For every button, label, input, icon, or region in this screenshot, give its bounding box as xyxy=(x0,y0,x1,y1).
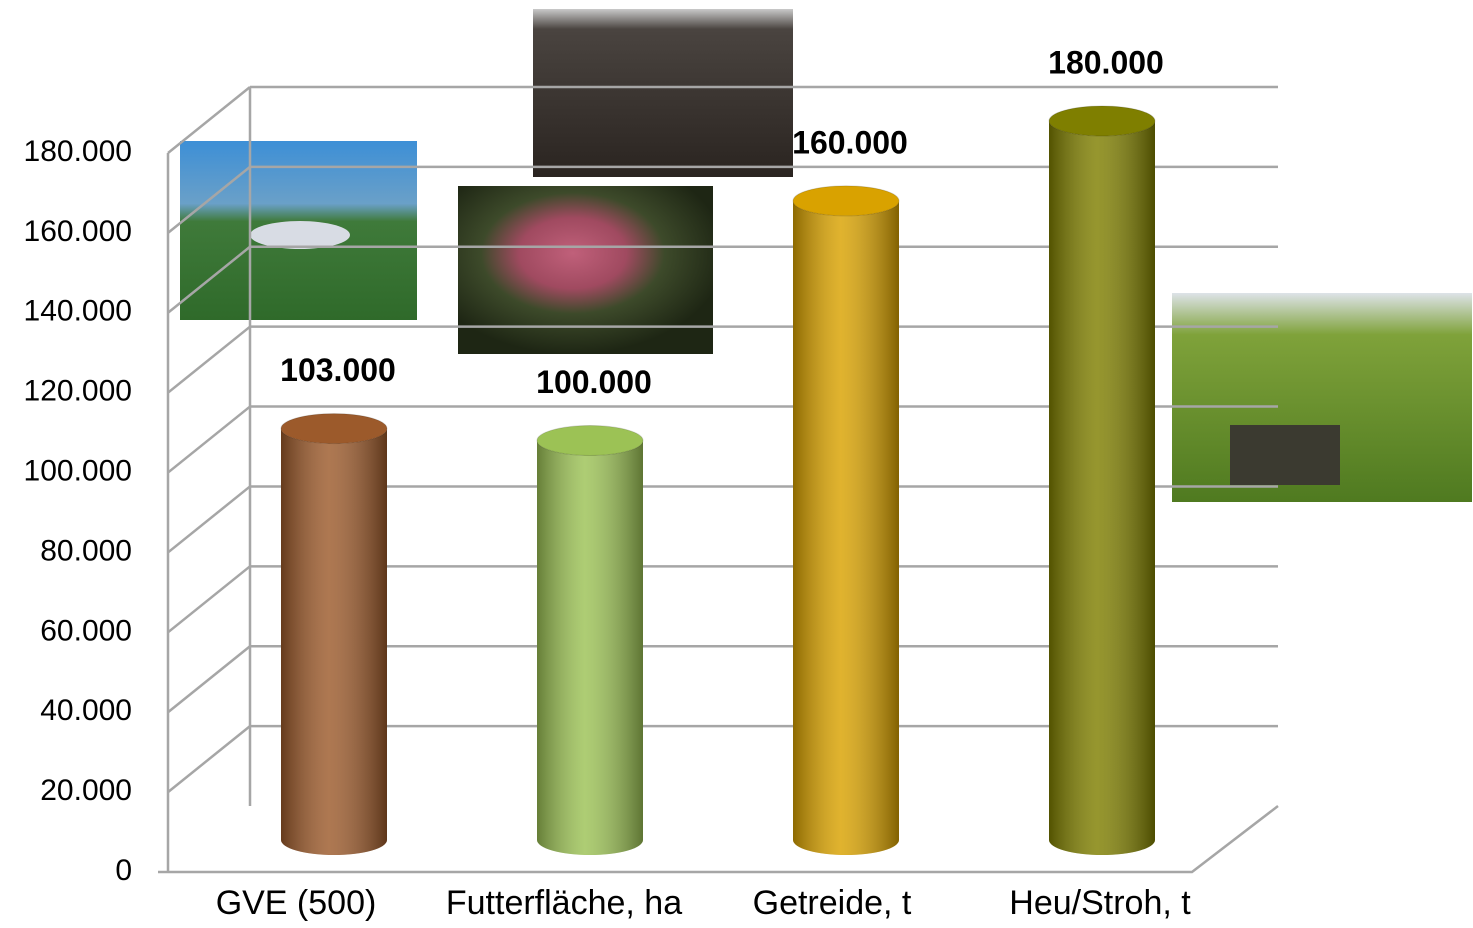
photo-foal-detail xyxy=(250,221,350,249)
bar-shading xyxy=(793,200,899,855)
x-tick-label: Heu/Stroh, t xyxy=(1009,884,1191,922)
grid-line-side xyxy=(167,165,251,234)
value-label: 180.000 xyxy=(1048,44,1164,80)
bar-shading xyxy=(537,440,643,855)
y-tick-label: 80.000 xyxy=(40,534,132,567)
grid-line-side xyxy=(167,245,251,314)
y-tick-label: 120.000 xyxy=(24,375,132,408)
grid-line-side xyxy=(167,86,251,154)
value-label: 100.000 xyxy=(536,364,652,400)
value-label: 160.000 xyxy=(792,124,908,160)
y-tick-label: 60.000 xyxy=(40,614,132,647)
grid-line-side xyxy=(167,645,251,714)
y-tick-label: 40.000 xyxy=(40,694,132,727)
x-tick-label: Getreide, t xyxy=(753,884,912,922)
photo-clover xyxy=(458,186,713,354)
value-label: 103.000 xyxy=(280,352,396,388)
bar-top xyxy=(280,413,388,445)
bar-shading xyxy=(1049,121,1155,855)
grid-line-side xyxy=(167,725,251,794)
x-tick-label: Futterfläche, ha xyxy=(446,884,682,922)
photo-field xyxy=(533,9,793,177)
bar-top xyxy=(792,185,900,217)
y-tick-label: 20.000 xyxy=(40,774,132,807)
bar-top xyxy=(536,425,644,457)
y-tick-label: 100.000 xyxy=(24,454,132,487)
grid-line-side xyxy=(167,325,251,394)
grid-line-side xyxy=(167,405,251,474)
grid-line-side xyxy=(167,485,251,554)
x-tick-label: GVE (500) xyxy=(216,884,377,922)
bar-shading xyxy=(281,428,387,855)
floor-edge xyxy=(168,805,1279,874)
photo-hay-hut xyxy=(1230,425,1340,485)
y-tick-label: 0 xyxy=(115,854,132,887)
y-tick-label: 160.000 xyxy=(24,215,132,248)
y-tick-label: 180.000 xyxy=(24,135,132,168)
bar-top xyxy=(1048,105,1156,137)
grid-line-side xyxy=(167,565,251,634)
y-tick-label: 140.000 xyxy=(24,295,132,328)
axes xyxy=(166,87,1279,874)
